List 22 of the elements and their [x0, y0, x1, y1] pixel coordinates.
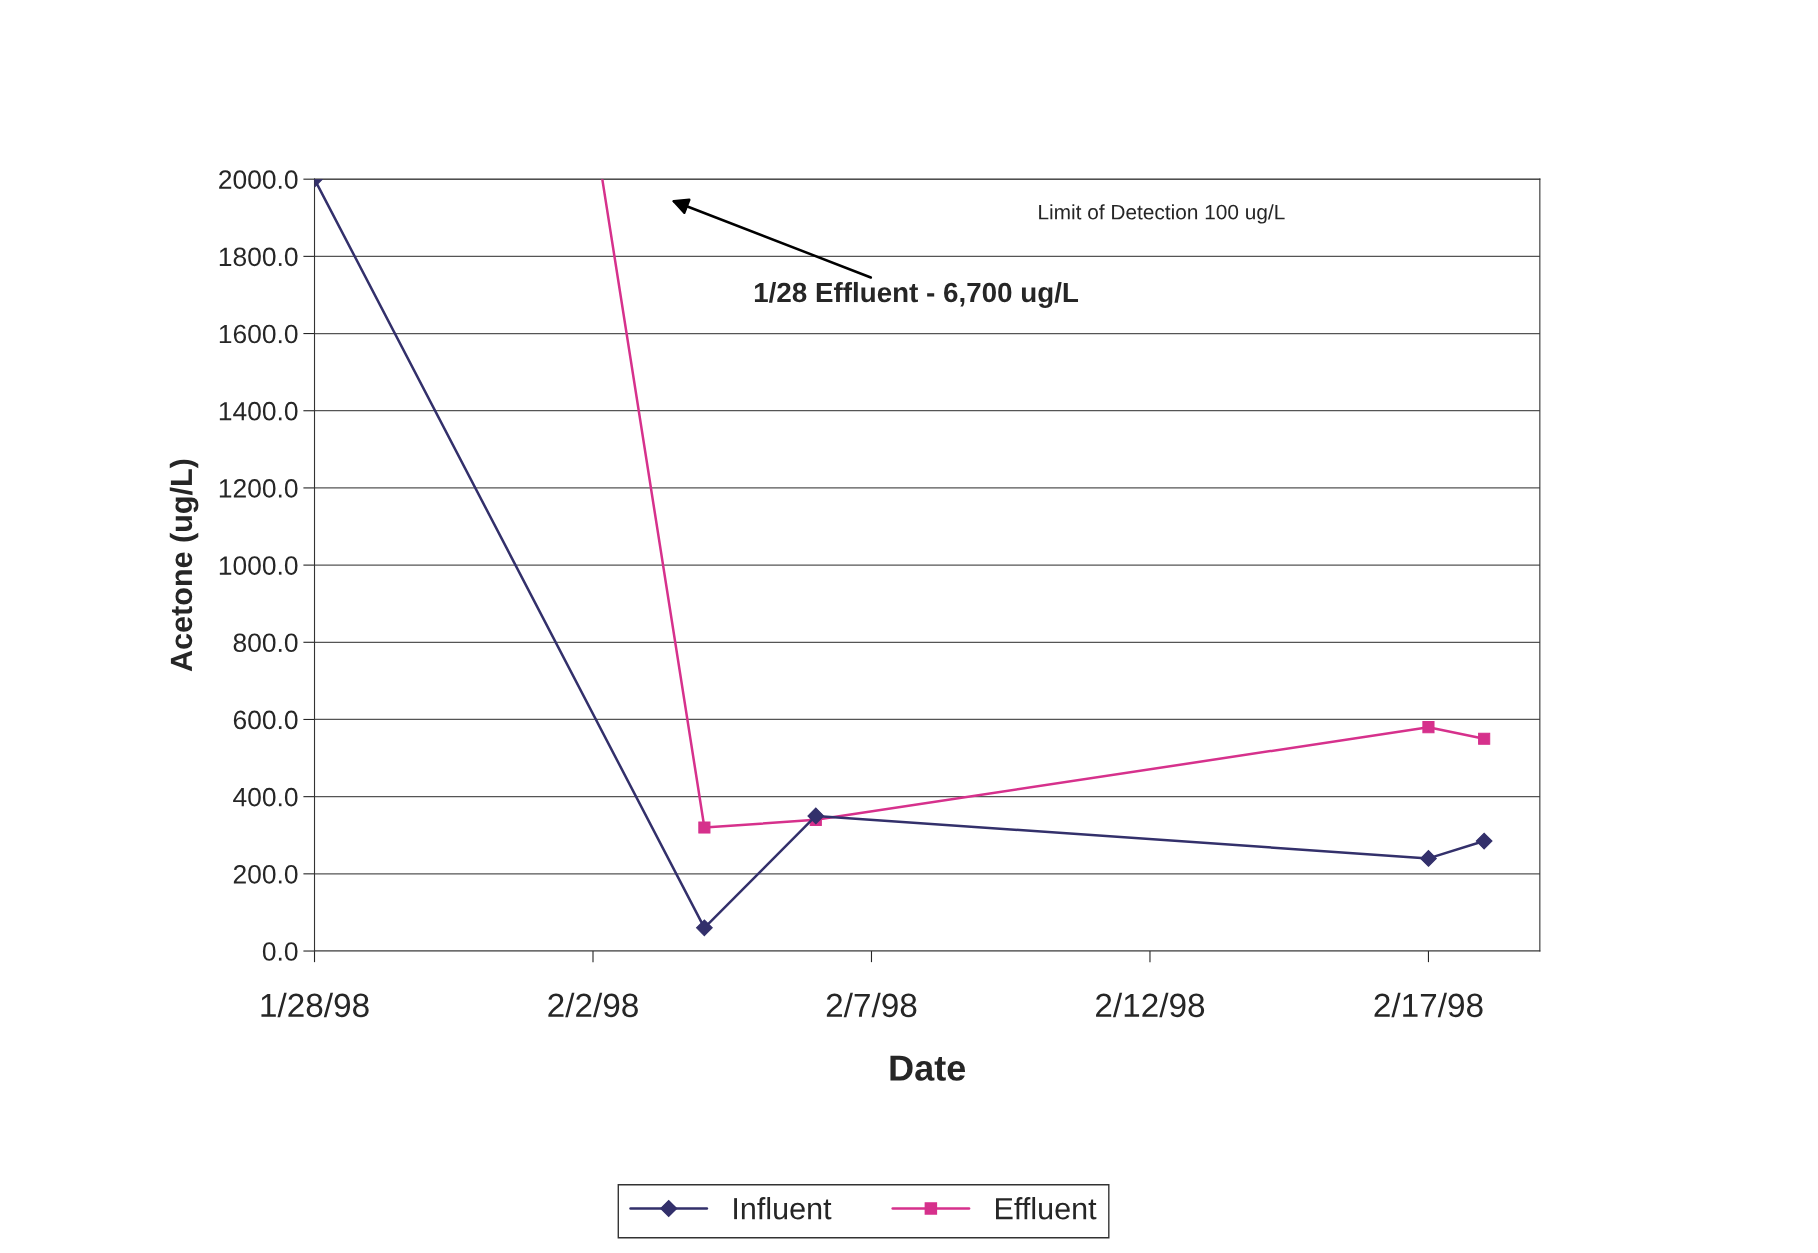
x-tick-label: 2/17/98 [1374, 992, 1483, 1018]
y-tick-label: 200.0 [233, 864, 298, 884]
y-tick-label: 1200.0 [219, 479, 298, 498]
y-tick-label: 1400.0 [219, 401, 298, 421]
legend-label: Effluent [996, 1197, 1097, 1220]
y-axis-title: Acetone (ug/L) [169, 459, 199, 672]
annotation: Limit of Detection 100 ug/L [1039, 204, 1285, 224]
y-tick-label: 1000.0 [219, 556, 298, 575]
x-axis-title: Date [890, 1055, 966, 1081]
y-tick-label: 1800.0 [219, 247, 298, 267]
y-tick-label: 0.0 [262, 942, 298, 961]
annotation: 1/28 Effluent - 6,700 ug/L [754, 281, 1079, 308]
x-tick-label: 2/2/98 [548, 992, 638, 1018]
y-tick-label: 1600.0 [219, 324, 298, 344]
y-tick-label: 600.0 [233, 710, 298, 730]
x-tick-label: 1/28/98 [261, 992, 369, 1018]
x-tick-label: 2/7/98 [826, 992, 917, 1018]
legend-label: Influent [734, 1197, 832, 1220]
y-tick-label: 400.0 [233, 787, 298, 807]
y-tick-label: 2000.0 [219, 170, 298, 189]
x-tick-label: 2/12/98 [1096, 992, 1205, 1018]
y-tick-label: 800.0 [233, 633, 298, 653]
